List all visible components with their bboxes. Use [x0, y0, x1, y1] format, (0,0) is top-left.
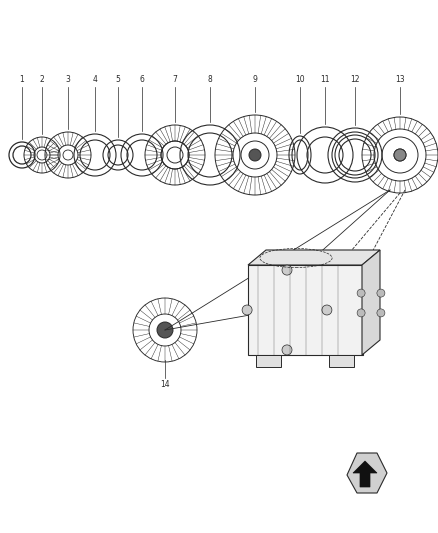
- Text: 3: 3: [66, 76, 71, 85]
- Text: 12: 12: [350, 76, 360, 85]
- Text: 5: 5: [116, 76, 120, 85]
- Text: 11: 11: [320, 76, 330, 85]
- Circle shape: [357, 289, 365, 297]
- Circle shape: [394, 149, 406, 161]
- Text: 7: 7: [173, 76, 177, 85]
- Bar: [329, 355, 354, 367]
- Circle shape: [282, 345, 292, 355]
- Circle shape: [242, 305, 252, 315]
- Circle shape: [249, 149, 261, 161]
- Text: 14: 14: [160, 380, 170, 389]
- Polygon shape: [248, 250, 380, 265]
- Circle shape: [282, 265, 292, 275]
- Polygon shape: [362, 250, 380, 355]
- Text: 8: 8: [208, 76, 212, 85]
- Circle shape: [322, 305, 332, 315]
- Text: 10: 10: [295, 76, 305, 85]
- Text: 1: 1: [20, 76, 25, 85]
- Text: 9: 9: [253, 76, 258, 85]
- Circle shape: [260, 282, 314, 337]
- Circle shape: [377, 309, 385, 317]
- Text: 6: 6: [140, 76, 145, 85]
- Polygon shape: [353, 461, 377, 487]
- Circle shape: [157, 322, 173, 338]
- Bar: [256, 355, 281, 367]
- Text: 13: 13: [395, 76, 405, 85]
- Circle shape: [249, 272, 325, 348]
- Circle shape: [274, 297, 300, 324]
- Circle shape: [377, 289, 385, 297]
- Text: 4: 4: [92, 76, 97, 85]
- Circle shape: [357, 309, 365, 317]
- Circle shape: [283, 305, 292, 314]
- Text: 2: 2: [39, 76, 44, 85]
- Polygon shape: [347, 453, 387, 493]
- Bar: [248, 265, 363, 355]
